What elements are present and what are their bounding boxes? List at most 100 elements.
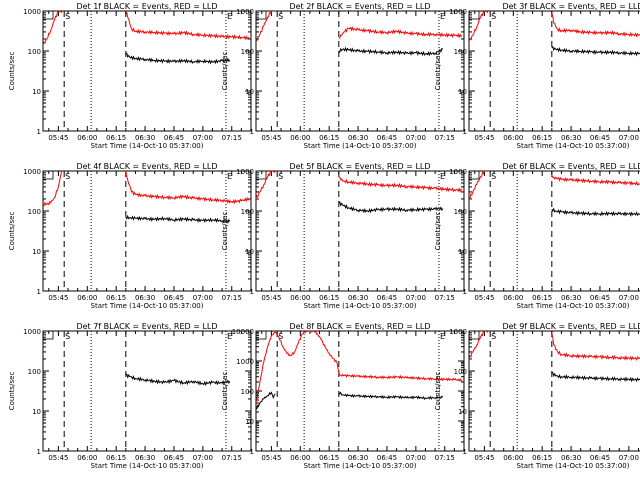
y-axis-label: Counts/sec [221, 212, 229, 251]
lld-series-line [43, 171, 64, 207]
marker-label: E [440, 12, 445, 21]
lld-series-line [469, 11, 490, 42]
chart-title: Det 4f BLACK = Events, RED = LLD [76, 162, 217, 171]
y-tick-label: 1000 [23, 8, 41, 16]
marker-label: S [491, 332, 496, 341]
marker-box [255, 330, 267, 340]
x-tick-label: 07:15 [222, 454, 242, 462]
x-tick-label: 06:15 [319, 294, 339, 302]
y-tick-label: 10 [32, 408, 41, 416]
x-tick-label: 06:30 [135, 294, 155, 302]
x-tick-label: 05:45 [48, 454, 68, 462]
data-lines [43, 11, 250, 65]
marker-label: S [491, 12, 496, 21]
y-tick-label: 1 [37, 128, 41, 136]
detector-panel: Det 7f BLACK = Events, RED = LLD11010010… [8, 322, 252, 470]
lld-series-line [43, 11, 64, 46]
plot-frame [255, 330, 465, 452]
y-tick-label: 100 [241, 388, 254, 396]
chart-title: Det 2f BLACK = Events, RED = LLD [289, 2, 430, 11]
x-tick-label: 07:00 [619, 294, 639, 302]
x-tick-label: 06:30 [561, 294, 581, 302]
x-tick-label: 06:45 [164, 294, 184, 302]
y-tick-label: 1000 [23, 328, 41, 336]
y-tick-label: 10 [458, 248, 467, 256]
x-tick-label: 06:45 [377, 294, 397, 302]
marker-label: E [227, 12, 232, 21]
x-tick-label: 06:00 [290, 294, 310, 302]
marker-label: E [440, 332, 445, 341]
marker-box [42, 10, 54, 20]
events-series-line [338, 46, 444, 57]
x-tick-label: 06:30 [348, 294, 368, 302]
y-axis-label: Counts/sec [8, 52, 16, 91]
y-axis-label: Counts/sec [434, 212, 442, 251]
data-lines [43, 171, 250, 224]
marker-box [255, 10, 267, 20]
x-axis-label: Start Time (14-Oct-10 05:37:00) [517, 142, 630, 150]
x-tick-label: 05:45 [474, 454, 494, 462]
x-tick-label: 07:15 [435, 134, 455, 142]
plot-frame [255, 10, 465, 132]
y-tick-label: 100 [28, 48, 41, 56]
x-tick-label: 06:00 [77, 134, 97, 142]
events-series-line [125, 52, 231, 65]
marker-box [42, 330, 54, 340]
x-tick-label: 06:30 [561, 454, 581, 462]
marker-label: S [65, 12, 70, 21]
y-axis-label: Counts/sec [434, 52, 442, 91]
x-tick-label: 06:00 [290, 134, 310, 142]
events-series-line [125, 373, 231, 387]
x-axis-label: Start Time (14-Oct-10 05:37:00) [304, 302, 417, 310]
lld-series-line [125, 11, 250, 41]
x-tick-label: 06:45 [590, 454, 610, 462]
marker-label: E [227, 172, 232, 181]
lld-series-line [256, 331, 463, 404]
data-lines [469, 11, 640, 57]
x-tick-label: 06:30 [348, 454, 368, 462]
plot-frame [468, 10, 640, 132]
x-tick-label: 07:00 [406, 134, 426, 142]
x-tick-label: 06:45 [590, 294, 610, 302]
marker-label: S [491, 172, 496, 181]
lld-series-line [256, 11, 277, 42]
y-tick-label: 100 [454, 208, 467, 216]
data-lines [256, 331, 463, 410]
events-series-line [551, 45, 640, 57]
x-tick-label: 06:15 [319, 134, 339, 142]
detector-panel: Det 6f BLACK = Events, RED = LLD 1 10 100 10… [434, 162, 640, 310]
lld-series-line [469, 171, 490, 200]
x-tick-label: 05:45 [261, 454, 281, 462]
detector-panel: Det 3f BLACK = Events, RED = LLD 1 10 100 10… [434, 2, 640, 150]
events-series-line [125, 214, 231, 224]
x-tick-label: 06:45 [164, 454, 184, 462]
x-tick-label: 05:45 [261, 134, 281, 142]
y-axis-label: Counts/sec [434, 372, 442, 411]
detector-panel: Det 5f BLACK = Events, RED = LLD11010010… [221, 162, 465, 310]
chart-title: Det 5f BLACK = Events, RED = LLD [289, 162, 430, 171]
chart-title: Det 1f BLACK = Events, RED = LLD [76, 2, 217, 11]
lld-series-line [125, 171, 250, 205]
y-tick-label: 100 [454, 368, 467, 376]
y-tick-label: 100 [28, 208, 41, 216]
y-tick-label: 1 [463, 128, 467, 136]
x-tick-label: 06:45 [377, 134, 397, 142]
x-tick-label: 07:00 [406, 294, 426, 302]
events-series-line [338, 201, 444, 214]
y-tick-label: 10 [245, 418, 254, 426]
y-tick-label: 1 [463, 448, 467, 456]
y-tick-label: 10 [245, 248, 254, 256]
chart-title: Det 6f BLACK = Events, RED = LLD [502, 162, 640, 171]
y-tick-label: 1 [37, 288, 41, 296]
x-tick-label: 06:00 [77, 294, 97, 302]
y-tick-label: 1000 [449, 168, 467, 176]
y-tick-label: 100 [241, 48, 254, 56]
x-tick-label: 06:00 [77, 454, 97, 462]
lld-series-line [551, 174, 640, 187]
chart-title: Det 8f BLACK = Events, RED = LLD [289, 322, 430, 331]
y-tick-label: 1000 [236, 8, 254, 16]
data-lines [256, 11, 463, 57]
plot-frame [255, 170, 465, 292]
x-tick-label: 07:00 [619, 454, 639, 462]
